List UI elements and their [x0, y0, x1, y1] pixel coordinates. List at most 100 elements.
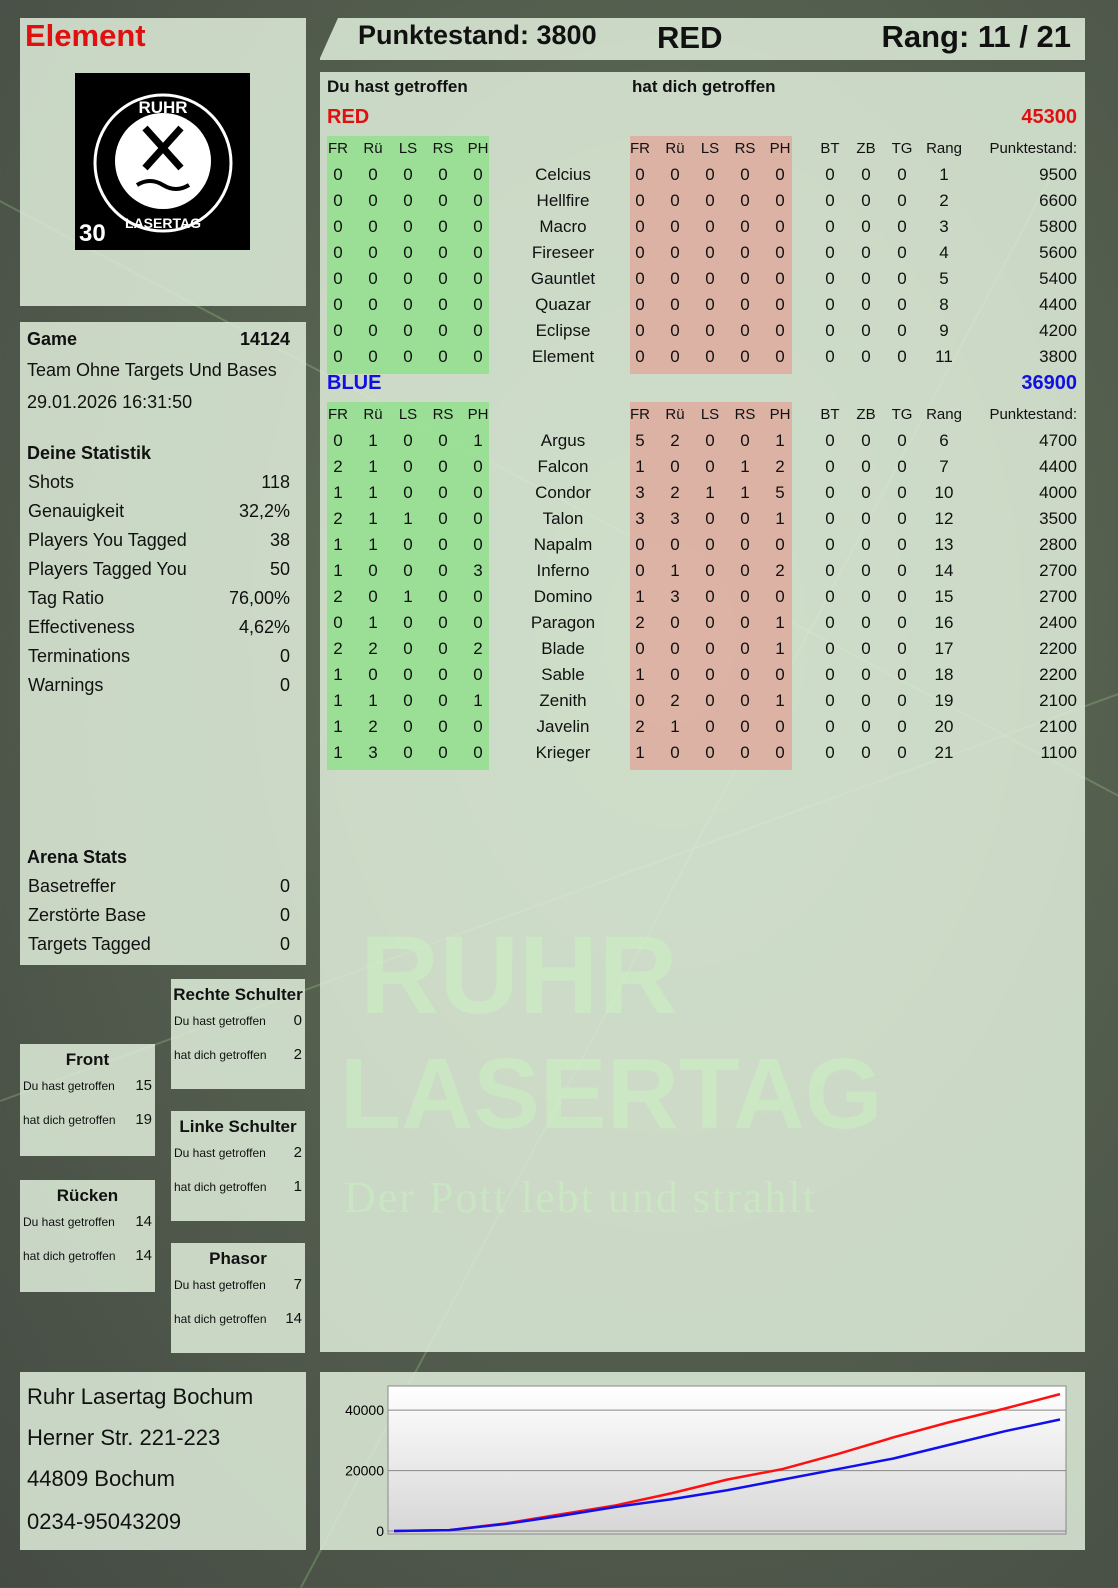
- hit-cell: 0: [368, 587, 378, 606]
- hit-cell: 0: [368, 269, 378, 288]
- rank-cell: 9: [939, 321, 949, 340]
- got-cell: 1: [635, 587, 645, 606]
- hit-cell: 0: [438, 743, 448, 762]
- team-name: RED: [327, 106, 370, 128]
- hit-cell: 0: [333, 295, 343, 314]
- player-name: Eclipse: [535, 321, 591, 340]
- got-cell: 0: [635, 347, 645, 366]
- got-cell: 1: [740, 483, 750, 502]
- rank-cell: 18: [934, 665, 954, 684]
- hit-zone-rechte-schulter: Rechte Schulter Du hast getroffen 0 hat dic…: [171, 979, 305, 1089]
- tg-cell: 0: [897, 613, 907, 632]
- stat-value: 76,00%: [228, 588, 290, 608]
- stat-row: Warnings 0: [28, 675, 290, 696]
- player-name: Sable: [541, 665, 585, 684]
- tg-cell: 0: [897, 561, 907, 580]
- hit-cell: 0: [403, 431, 413, 450]
- hit-cell: 0: [403, 295, 413, 314]
- player-name: Krieger: [535, 743, 591, 762]
- got-cell: 0: [705, 347, 715, 366]
- score-cell: 2100: [1039, 717, 1077, 736]
- got-cell: 0: [775, 295, 785, 314]
- hit-cell: 0: [333, 321, 343, 340]
- hit-cell: 0: [438, 561, 448, 580]
- rank-cell: 17: [934, 639, 954, 658]
- game-mode: Team Ohne Targets Und Bases: [27, 360, 277, 380]
- bt-cell: 0: [825, 269, 835, 288]
- hit-cell: 1: [368, 613, 378, 632]
- got-cell: 0: [740, 561, 750, 580]
- score-cell: 4700: [1039, 431, 1077, 450]
- player-name: Quazar: [535, 295, 591, 314]
- hit-cell: 0: [333, 431, 343, 450]
- player-name: Inferno: [536, 561, 590, 580]
- got-cell: 0: [705, 535, 715, 554]
- arena-label: Basetreffer: [28, 876, 116, 896]
- stat-row: Genauigkeit 32,2%: [28, 501, 290, 522]
- column-header: ZB: [856, 140, 876, 157]
- hit-cell: 0: [438, 321, 448, 340]
- zone-you-hit-value: 7: [293, 1276, 302, 1293]
- hit-cell: 0: [473, 321, 483, 340]
- tg-cell: 0: [897, 717, 907, 736]
- got-cell: 1: [775, 691, 785, 710]
- hit-cell: 0: [438, 613, 448, 632]
- hit-cell: 1: [368, 431, 378, 450]
- hit-cell: 0: [368, 191, 378, 210]
- player-name: Blade: [541, 639, 585, 658]
- got-cell: 0: [705, 665, 715, 684]
- hit-cell: 0: [438, 295, 448, 314]
- stat-label: Tag Ratio: [28, 588, 105, 608]
- you-hit-heading: Du hast getroffen: [327, 77, 468, 96]
- hit-cell: 0: [438, 587, 448, 606]
- bt-cell: 0: [825, 165, 835, 184]
- hit-cell: 0: [473, 535, 483, 554]
- scoreboard-panel: Du hast getroffen hat dich getroffen RUH…: [320, 72, 1085, 1352]
- score-cell: 4400: [1039, 295, 1077, 314]
- tg-cell: 0: [897, 243, 907, 262]
- hit-cell: 0: [403, 269, 413, 288]
- stat-label: Shots: [28, 472, 75, 492]
- zb-cell: 0: [861, 743, 871, 762]
- bt-cell: 0: [825, 191, 835, 210]
- hit-cell: 0: [438, 639, 448, 658]
- bt-cell: 0: [825, 691, 835, 710]
- hit-cell: 0: [368, 165, 378, 184]
- address-line: 0234-95043209: [27, 1509, 182, 1534]
- hit-cell: 0: [333, 217, 343, 236]
- bt-cell: 0: [825, 347, 835, 366]
- arena-title: Arena Stats: [27, 847, 128, 867]
- rank-cell: 6: [939, 431, 949, 450]
- score-cell: 5600: [1039, 243, 1077, 262]
- got-cell: 0: [670, 347, 680, 366]
- hit-cell: 1: [333, 717, 343, 736]
- tg-cell: 0: [897, 457, 907, 476]
- hit-cell: 0: [368, 295, 378, 314]
- tg-cell: 0: [897, 483, 907, 502]
- hit-cell: 1: [368, 691, 378, 710]
- hit-zone-linke-schulter: Linke Schulter Du hast getroffen 2 hat dich…: [171, 1111, 305, 1221]
- got-cell: 0: [775, 717, 785, 736]
- got-cell: 0: [670, 269, 680, 288]
- got-cell: 1: [775, 509, 785, 528]
- got-cell: 0: [775, 665, 785, 684]
- hit-cell: 0: [403, 665, 413, 684]
- got-cell: 0: [635, 243, 645, 262]
- tg-cell: 0: [897, 217, 907, 236]
- rank-cell: 12: [934, 509, 954, 528]
- got-cell: 1: [635, 457, 645, 476]
- rank-cell: 13: [934, 535, 954, 554]
- hit-cell: 3: [368, 743, 378, 762]
- got-cell: 0: [635, 639, 645, 658]
- zb-cell: 0: [861, 321, 871, 340]
- score-cell: 4400: [1039, 457, 1077, 476]
- rank-cell: 16: [934, 613, 954, 632]
- bt-cell: 0: [825, 535, 835, 554]
- hit-cell: 0: [333, 243, 343, 262]
- player-name: Element: [25, 18, 146, 53]
- bt-cell: 0: [825, 509, 835, 528]
- bt-cell: 0: [825, 639, 835, 658]
- hit-cell: 0: [473, 269, 483, 288]
- rank-cell: 8: [939, 295, 949, 314]
- zb-cell: 0: [861, 243, 871, 262]
